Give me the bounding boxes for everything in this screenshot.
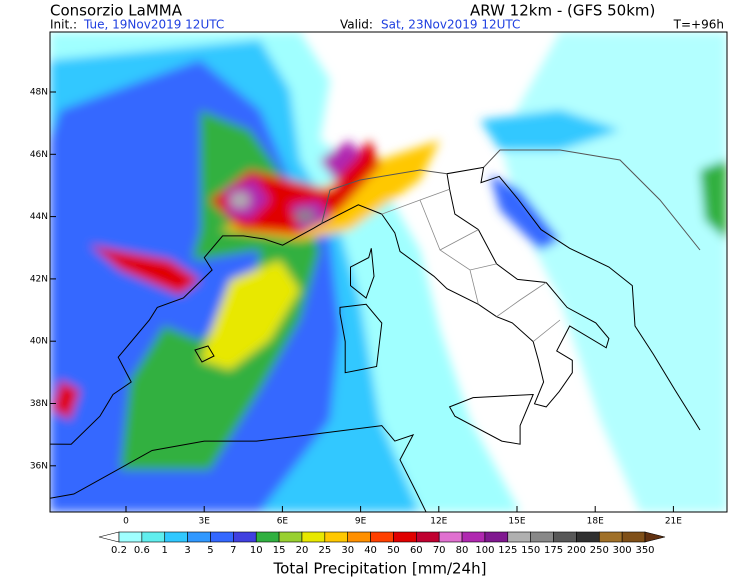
colorbar-label: 80 [456, 545, 469, 556]
colorbar-label: 100 [475, 545, 494, 556]
colorbar-label: 300 [613, 545, 632, 556]
colorbar-label: 1 [162, 545, 168, 556]
colorbar-label: 150 [521, 545, 540, 556]
colorbar-label: 10 [250, 545, 263, 556]
lon-label: 3E [198, 517, 210, 527]
lon-label: 12E [430, 517, 447, 527]
map-frame [49, 31, 728, 513]
precip-area [52, 380, 80, 420]
lon-label: 6E [277, 517, 289, 527]
colorbar-segment [598, 531, 623, 543]
colorbar-segment [393, 531, 417, 543]
colorbar-segment [301, 531, 326, 543]
precip-area [200, 260, 300, 370]
colorbar-label: 7 [230, 545, 236, 556]
precip-area [490, 175, 560, 250]
model: ARW 12km - (GFS 50km) [470, 2, 655, 20]
colorbar-label: 250 [590, 545, 609, 556]
colorbar-segment [141, 531, 166, 543]
colorbar-segment [530, 531, 554, 543]
mallorca [194, 345, 215, 363]
colorbar-label: 125 [498, 545, 517, 556]
colorbar-segment [255, 531, 280, 543]
colorbar-label: 0.2 [111, 545, 127, 556]
colorbar: 0.2 0.6 1 3 5 7 10 15 20 25 30 40 50 60 70 80 100 125 150 1… [98, 531, 666, 556]
precip-area [480, 110, 620, 150]
colorbar-label: 200 [567, 545, 586, 556]
colorbar-segment [233, 531, 257, 543]
axes: 0 3E 6E 9E 12E 15E 18E 21E 48N 46N 44N 42N 40N 38N 36N [30, 88, 682, 527]
colorbar-segment [370, 531, 394, 543]
lon-label: 18E [587, 517, 604, 527]
lon-label: 0 [123, 517, 129, 527]
colorbar-label: 15 [273, 545, 286, 556]
colorbar-label: 25 [318, 545, 331, 556]
init-label: Init.: [50, 18, 77, 32]
colorbar-segment [416, 531, 440, 543]
colorbar-label: 0.6 [134, 545, 150, 556]
init-date: Tue, 19Nov2019 12UTC [83, 18, 224, 32]
colorbar-label: 20 [296, 545, 309, 556]
lat-label: 46N [30, 150, 48, 160]
colorbar-label: 3 [184, 545, 190, 556]
colorbar-label: 60 [410, 545, 423, 556]
lon-label: 15E [508, 517, 525, 527]
lat-label: 40N [30, 337, 48, 347]
coastline [50, 222, 323, 445]
lat-label: 36N [30, 461, 48, 471]
colorbar-segment [507, 531, 531, 543]
precip-area [90, 245, 200, 295]
precip-area [500, 32, 727, 512]
precip-area [295, 210, 315, 222]
colorbar-segment [553, 531, 577, 543]
colorbar-segment [210, 531, 234, 543]
colorbar-segment [576, 531, 600, 543]
colorbar-segment [164, 531, 188, 543]
regional-borders [381, 188, 561, 342]
colorbar-segment [438, 531, 463, 543]
colorbar-label: 70 [433, 545, 446, 556]
colorbar-segment [324, 531, 348, 543]
lat-label: 44N [30, 212, 48, 222]
colorbar-label: 40 [364, 545, 377, 556]
colorbar-label: 175 [544, 545, 563, 556]
lat-label: 38N [30, 399, 48, 409]
africa-coast [50, 425, 427, 512]
lat-label: 48N [30, 88, 48, 98]
region-border [381, 188, 561, 342]
colorbar-segment [484, 531, 509, 543]
colorbar-segment [621, 531, 646, 543]
precip-area [700, 160, 727, 240]
colorbar-label: 5 [207, 545, 213, 556]
precip-area [320, 140, 360, 180]
sicily [448, 393, 534, 445]
colorbar-segment [461, 531, 486, 543]
border [483, 149, 701, 251]
colorbar-segment [278, 531, 303, 543]
title: Consorzio LaMMA [50, 2, 183, 20]
lon-label: 9E [355, 517, 367, 527]
colorbar-low-end [98, 531, 120, 543]
map [50, 32, 727, 512]
colorbar-segment [347, 531, 371, 543]
border [321, 169, 448, 224]
precip-area [230, 192, 250, 208]
lat-label: 42N [30, 274, 48, 284]
colorbar-segment [118, 531, 143, 543]
corsica [350, 248, 375, 299]
colorbar-label: 30 [341, 545, 354, 556]
precipitation-field [50, 32, 727, 512]
valid-date: Sat, 23Nov2019 12UTC [381, 18, 520, 32]
colorbar-label: 350 [635, 545, 654, 556]
colorbar-high-end [644, 531, 666, 543]
sardinia [339, 303, 383, 374]
colorbar-title: Total Precipitation [mm/24h] [273, 560, 487, 578]
colorbar-segment [187, 531, 211, 543]
lead-time: T=+96h [673, 18, 724, 32]
lon-label: 21E [665, 517, 682, 527]
colorbar-label: 50 [387, 545, 400, 556]
valid-label: Valid: [340, 18, 373, 32]
